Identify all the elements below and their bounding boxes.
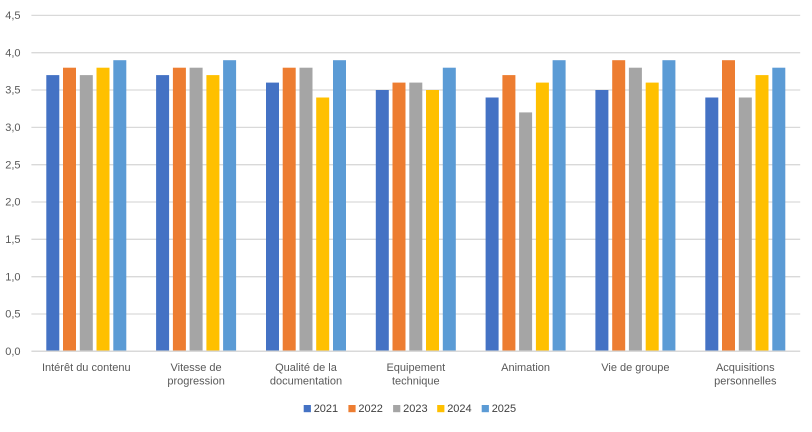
svg-text:4,5: 4,5 (5, 10, 20, 22)
svg-text:documentation: documentation (270, 376, 342, 388)
svg-text:Animation: Animation (501, 362, 550, 374)
svg-text:0,5: 0,5 (5, 309, 20, 321)
svg-text:2021: 2021 (314, 403, 338, 415)
svg-text:Acquisitions: Acquisitions (716, 362, 775, 374)
svg-text:2022: 2022 (358, 403, 382, 415)
svg-text:Vitesse de: Vitesse de (171, 362, 222, 374)
svg-text:3,0: 3,0 (5, 122, 20, 134)
svg-text:progression: progression (167, 376, 224, 388)
svg-text:2,5: 2,5 (5, 159, 20, 171)
svg-text:1,0: 1,0 (5, 271, 20, 283)
svg-text:4,0: 4,0 (5, 47, 20, 59)
svg-text:personnelles: personnelles (714, 376, 777, 388)
svg-text:3,5: 3,5 (5, 85, 20, 97)
svg-text:2024: 2024 (447, 403, 471, 415)
svg-text:Equipement: Equipement (386, 362, 445, 374)
svg-text:2025: 2025 (492, 403, 516, 415)
svg-text:2,0: 2,0 (5, 197, 20, 209)
svg-text:2023: 2023 (403, 403, 427, 415)
svg-text:Intérêt du contenu: Intérêt du contenu (42, 362, 131, 374)
svg-text:Vie de groupe: Vie de groupe (601, 362, 669, 374)
svg-text:Qualité de la: Qualité de la (275, 362, 338, 374)
svg-text:0,0: 0,0 (5, 346, 20, 358)
svg-text:1,5: 1,5 (5, 234, 20, 246)
svg-text:technique: technique (392, 376, 440, 388)
